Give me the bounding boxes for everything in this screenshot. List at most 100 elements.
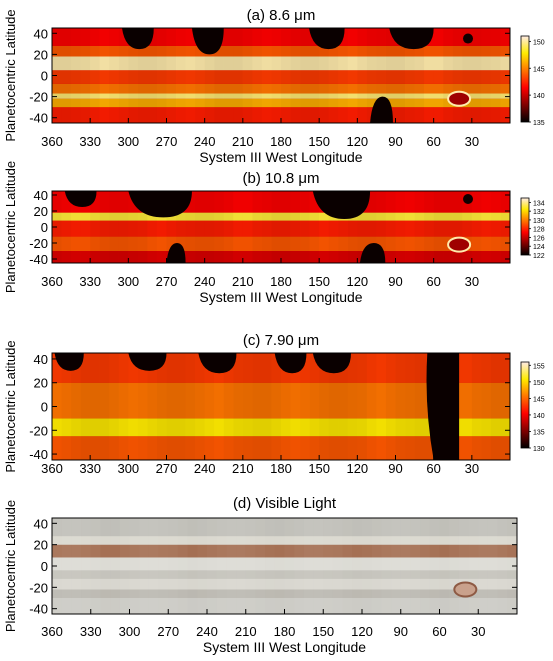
x-tick-label: 180 [274,624,296,639]
colorbar [520,361,530,449]
x-tick-label: 210 [232,461,254,476]
data-gap [191,28,224,55]
texture-stripe [110,518,120,614]
texture-stripe [61,353,72,460]
colorbar-tick-label: 140 [533,413,545,420]
texture-stripe [443,28,453,123]
x-tick-label: 60 [426,274,440,289]
texture-stripe [81,518,91,614]
x-tick-label: 30 [465,134,479,149]
x-tick-label: 90 [388,274,402,289]
texture-stripe [449,518,459,614]
latitude-band [52,220,510,237]
texture-stripe [80,28,91,123]
texture-stripe [207,518,217,614]
chart-title: (a) 8.6 μm [247,7,316,24]
colorbar-tick-label: 140 [533,93,545,100]
data-gap [64,191,97,207]
y-tick-label: 0 [41,220,48,235]
colorbar-tick-label: 130 [533,218,545,225]
latitude-band [52,536,517,545]
texture-stripe [223,353,234,460]
texture-stripe [332,518,343,614]
data-gap [312,353,351,374]
texture-stripe [197,518,207,614]
texture-stripe [303,518,314,614]
plot-area [52,353,510,460]
chart-panel-4: (d) Visible Light 40 20 0 -20 -40 360 330 300 270… [3,495,518,655]
x-tick-label: 360 [41,134,63,149]
data-gap [166,243,186,263]
latitude-band [52,45,510,57]
texture-stripe [166,353,177,460]
texture-stripe [323,518,333,614]
texture-stripe [294,518,304,614]
texture-stripe [166,28,177,123]
texture-stripe [366,353,377,460]
y-tick-label: -20 [29,90,48,105]
texture-stripe [439,518,450,614]
x-tick-label: 210 [232,274,254,289]
plot-area [52,518,517,614]
texture-stripe [300,353,310,460]
texture-stripe [328,353,339,460]
texture-stripe [242,28,253,123]
texture-stripe [410,518,421,614]
chart-title: (b) 10.8 μm [243,170,320,187]
texture-stripe [216,518,227,614]
texture-stripe [195,353,205,460]
texture-stripe [233,28,243,123]
texture-stripe [109,28,119,123]
texture-stripe [147,191,157,263]
texture-stripe [376,353,386,460]
texture-stripe [490,191,501,263]
texture-stripe [290,353,301,460]
texture-stripe [156,191,167,263]
texture-stripe [156,28,167,123]
data-gap [426,353,460,460]
texture-stripe [458,518,469,614]
texture-stripe [166,191,177,263]
texture-stripe [338,28,348,123]
texture-stripe [80,191,91,263]
texture-stripe [90,353,100,460]
texture-stripe [309,191,320,263]
texture-stripe [366,28,377,123]
chart-title: (d) Visible Light [233,495,337,512]
texture-stripe [395,353,406,460]
texture-stripe [214,353,224,460]
texture-stripe [433,28,444,123]
data-gap [359,243,386,263]
x-tick-label: 120 [351,624,373,639]
texture-stripe [429,518,440,614]
texture-stripe [309,28,320,123]
texture-stripe [366,191,377,263]
texture-stripe [61,518,72,614]
texture-stripe [242,191,253,263]
texture-stripe [99,353,110,460]
x-tick-label: 90 [394,624,408,639]
texture-stripe [300,191,310,263]
texture-stripe [109,353,119,460]
x-tick-label: 300 [117,134,139,149]
y-axis-label: Planetocentric Latitude [3,9,18,141]
texture-stripe [128,28,138,123]
texture-stripe [177,518,188,614]
texture-stripe [385,353,396,460]
texture-stripe [452,28,463,123]
texture-stripe [357,353,367,460]
texture-stripe [90,191,100,263]
texture-stripe [405,353,415,460]
texture-stripe [271,28,281,123]
colorbar-tick-label: 132 [533,209,545,216]
latitude-band [52,518,517,537]
colorbar [520,35,530,123]
data-gap [121,28,154,50]
texture-stripe [137,28,148,123]
y-axis-label: Planetocentric Latitude [3,340,18,472]
texture-stripe [328,191,339,263]
texture-stripe [119,518,130,614]
texture-stripe [147,28,157,123]
texture-stripe [371,518,382,614]
texture-stripe [414,28,425,123]
